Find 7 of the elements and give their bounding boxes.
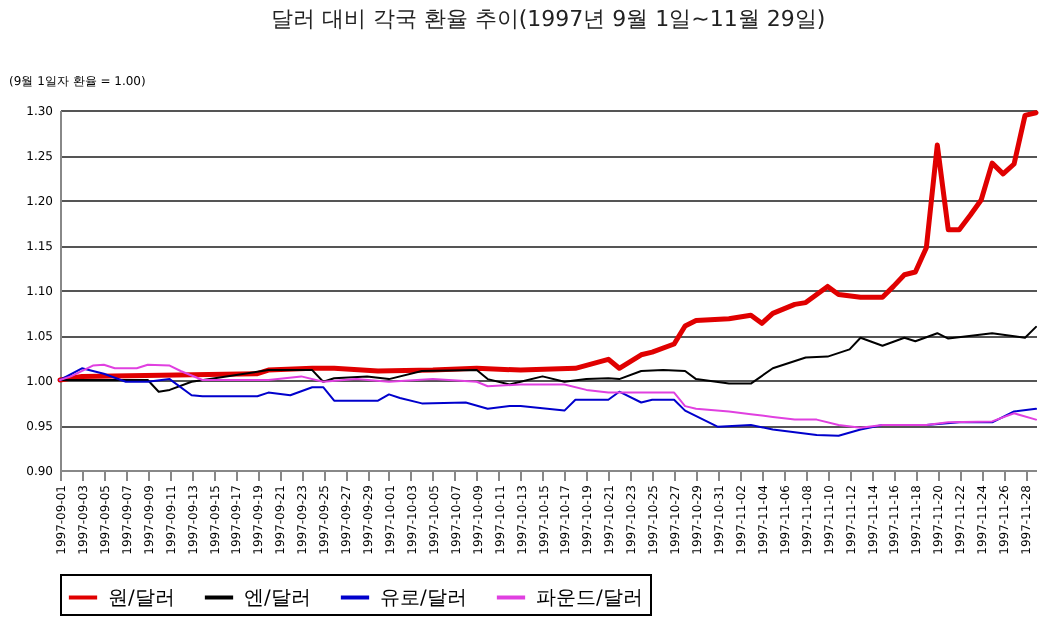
line-series bbox=[59, 325, 1037, 393]
legend-label: 원/달러 bbox=[108, 587, 175, 610]
legend-label: 유로/달러 bbox=[380, 587, 467, 610]
line-series bbox=[57, 110, 1039, 383]
legend-label: 파운드/달러 bbox=[536, 587, 643, 610]
chart-title: 달러 대비 각국 환율 추이(1997년 9월 1일~11월 29일) bbox=[270, 6, 826, 32]
legend-label: 엔/달러 bbox=[244, 587, 311, 610]
